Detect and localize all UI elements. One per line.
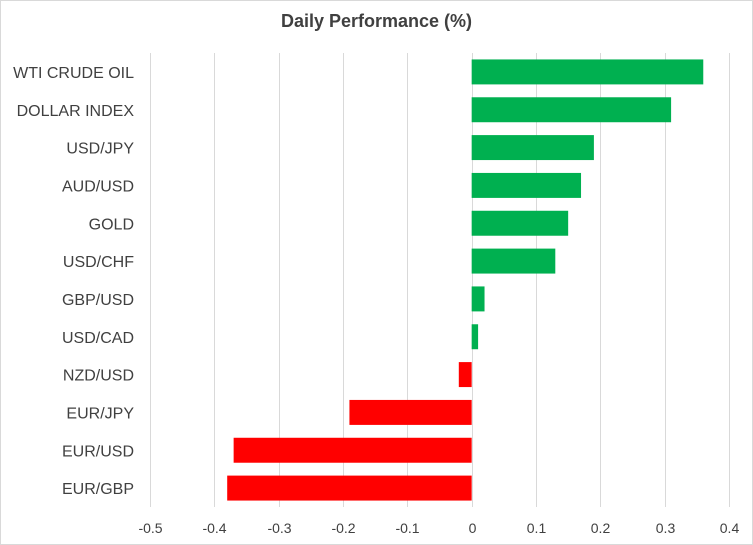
bar: [471, 97, 672, 123]
bar: [458, 362, 472, 388]
x-tick-label: -0.2: [331, 520, 355, 536]
bar: [471, 324, 479, 350]
x-tick-label: 0: [469, 520, 477, 536]
bars: [227, 59, 704, 501]
category-labels: WTI CRUDE OIL DOLLAR INDEX USD/JPY AUD/USD G…: [13, 65, 134, 498]
bar: [227, 475, 472, 501]
bar: [471, 59, 704, 85]
category-label: DOLLAR INDEX: [17, 103, 135, 120]
x-tick-label: -0.5: [138, 520, 162, 536]
category-label: USD/CAD: [62, 330, 134, 347]
x-tick-label: -0.4: [202, 520, 226, 536]
bar: [471, 248, 556, 274]
bar: [471, 210, 569, 236]
x-tick-label: 0.1: [527, 520, 547, 536]
category-label: EUR/JPY: [66, 405, 134, 422]
category-label: GBP/USD: [62, 292, 134, 309]
x-tick-label: 0.4: [720, 520, 740, 536]
gridlines: [150, 53, 730, 507]
category-label: WTI CRUDE OIL: [13, 65, 134, 82]
category-label: GOLD: [89, 216, 134, 233]
bar: [471, 172, 582, 198]
category-label: EUR/GBP: [62, 481, 134, 498]
bar: [471, 135, 594, 161]
x-tick-label: 0.3: [656, 520, 676, 536]
bar: [349, 399, 472, 425]
bar: [233, 437, 472, 463]
category-label: NZD/USD: [63, 368, 134, 385]
x-tick-label: -0.1: [395, 520, 419, 536]
x-tick-label: 0.2: [591, 520, 611, 536]
category-label: USD/CHF: [63, 254, 134, 271]
x-axis-tick-labels: -0.5 -0.4 -0.3 -0.2 -0.1 0 0.1 0.2 0.3 0.4: [138, 520, 739, 536]
x-tick-label: -0.3: [267, 520, 291, 536]
category-label: EUR/USD: [62, 443, 134, 460]
bar: [471, 286, 485, 312]
chart-title: Daily Performance (%): [280, 11, 473, 31]
category-label: AUD/USD: [62, 178, 134, 195]
category-label: USD/JPY: [66, 141, 134, 158]
